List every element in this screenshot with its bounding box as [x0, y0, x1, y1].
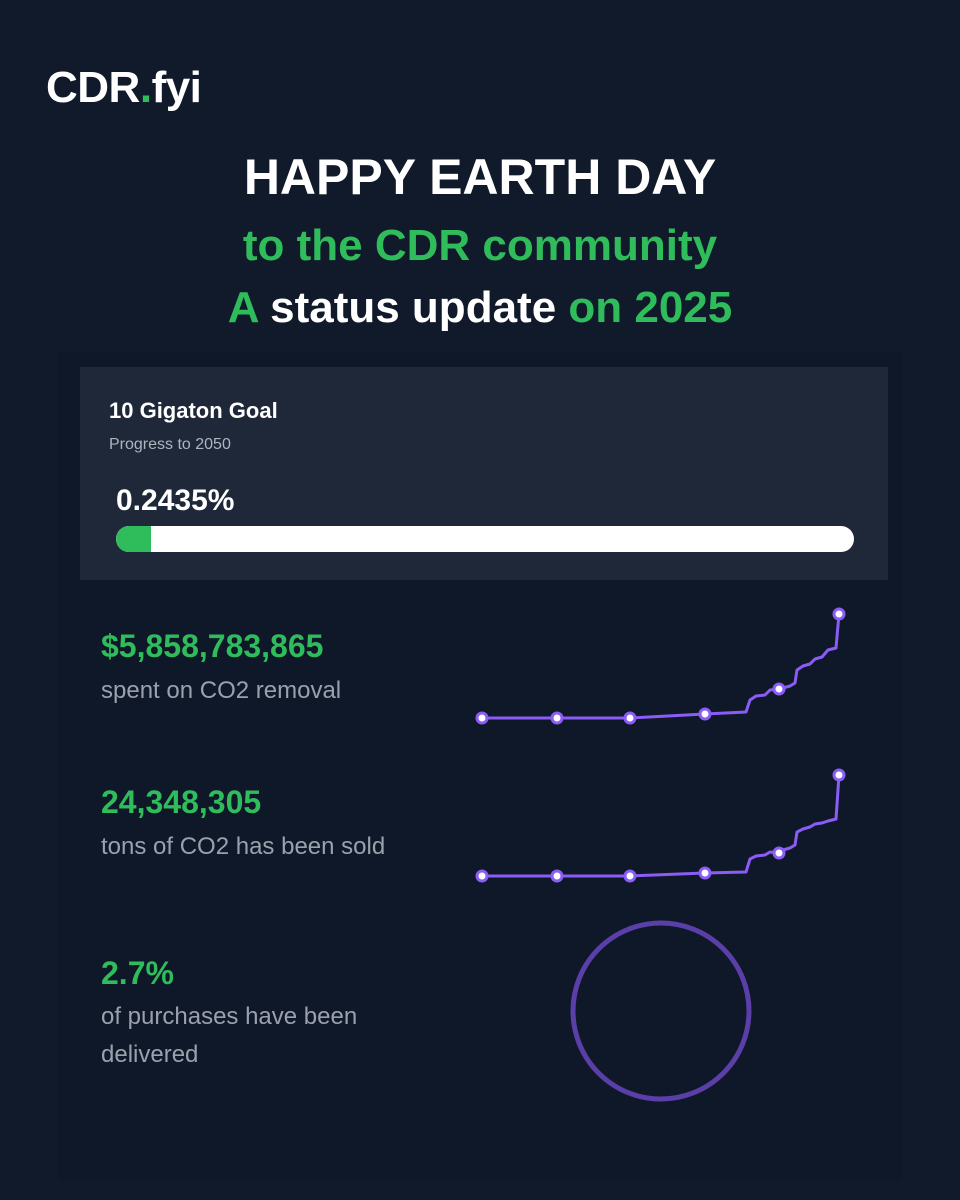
- goal-progress-bar: [116, 526, 854, 552]
- brand-name: CDR: [46, 63, 140, 112]
- spent-sparkline-point: [772, 682, 786, 696]
- tons-sparkline-point: [698, 866, 712, 880]
- stat-spent-label: spent on CO2 removal: [101, 677, 342, 704]
- stat-tons-value: 24,348,305: [101, 784, 262, 820]
- brand-suffix: fyi: [151, 63, 202, 112]
- headline-status-c: on 2025: [568, 283, 733, 332]
- headline-status: A status update on 2025: [0, 286, 960, 330]
- tons-sparkline-line: [482, 774, 841, 878]
- spent-sparkline-point: [475, 711, 489, 725]
- brand-dot: .: [139, 63, 152, 112]
- delivered-donut: [570, 920, 752, 1102]
- headline-status-b: status update: [257, 283, 569, 332]
- brand-logo: CDR.fyi: [46, 63, 202, 112]
- tons-sparkline: [475, 768, 846, 883]
- stat-tons-label: tons of CO2 has been sold: [101, 833, 386, 860]
- goal-percent: 0.2435%: [116, 484, 235, 517]
- headline-subtitle: to the CDR community: [242, 221, 718, 270]
- spent-sparkline-point: [832, 607, 846, 621]
- tons-sparkline-point: [623, 869, 637, 883]
- spent-sparkline-point: [698, 707, 712, 721]
- stat-delivered-label: of purchases have been delivered: [101, 1003, 358, 1068]
- stat-spent-value: $5,858,783,865: [101, 628, 324, 664]
- tons-sparkline-point: [475, 869, 489, 883]
- stat-delivered-value: 2.7%: [101, 955, 174, 991]
- goal-title: 10 Gigaton Goal: [109, 398, 278, 423]
- delivered-donut-ring: [570, 920, 752, 1102]
- goal-progress-fill: [116, 526, 151, 552]
- tons-sparkline-point: [772, 846, 786, 860]
- spent-sparkline-point: [623, 711, 637, 725]
- goal-subtitle: Progress to 2050: [109, 436, 231, 453]
- tons-sparkline-point: [550, 869, 564, 883]
- spent-sparkline-line: [482, 613, 841, 720]
- headline-status-a: A: [227, 283, 258, 332]
- spent-sparkline: [475, 607, 846, 725]
- tons-sparkline-point: [832, 768, 846, 782]
- goal-card: 10 Gigaton Goal Progress to 2050 0.2435%: [80, 367, 888, 580]
- headline-title: HAPPY EARTH DAY: [243, 149, 717, 205]
- spent-sparkline-point: [550, 711, 564, 725]
